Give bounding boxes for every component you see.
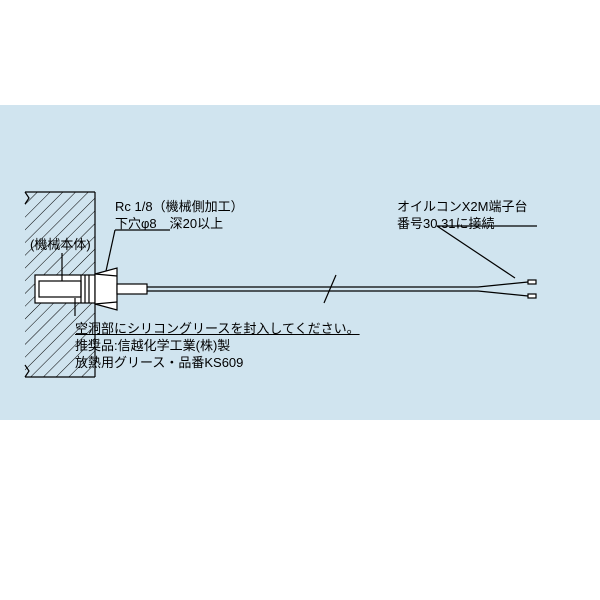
label-cavity-2: 推奨品:信越化学工業(株)製 <box>75 337 230 355</box>
label-terminal-1: オイルコンX2M端子台 <box>397 198 527 216</box>
label-machine-body: (機械本体) <box>30 236 91 254</box>
diagram-stage: (機械本体) Rc 1/8（機械側加工） 下穴φ8 深20以上 オイルコンX2M… <box>0 0 600 600</box>
diagram-svg <box>0 0 600 600</box>
label-rc-2: 下穴φ8 深20以上 <box>115 215 223 233</box>
label-cavity-3: 放熱用グリース・品番KS609 <box>75 354 243 372</box>
label-cavity-1: 空洞部にシリコングリースを封入してください。 <box>75 320 360 338</box>
label-rc-1: Rc 1/8（機械側加工） <box>115 198 244 216</box>
label-terminal-2: 番号30.31に接続 <box>397 215 495 233</box>
